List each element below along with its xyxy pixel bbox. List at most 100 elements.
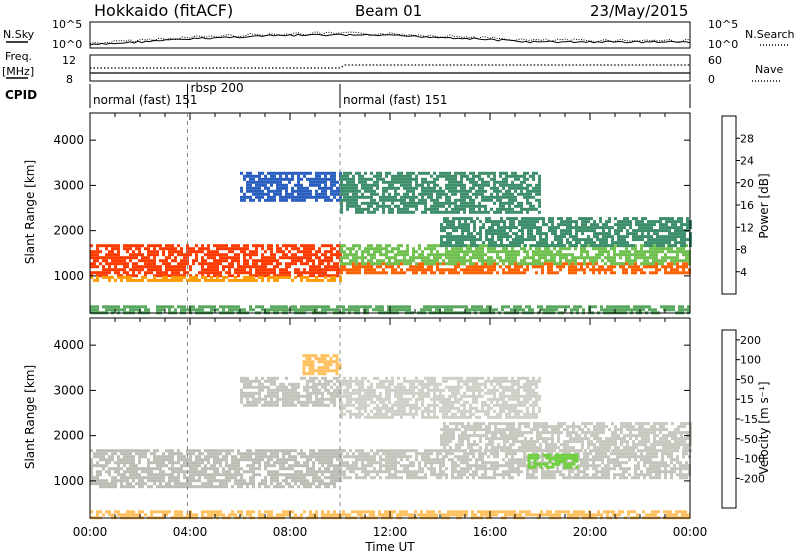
heatmap-cell <box>644 223 647 227</box>
heatmap-cell <box>433 253 436 257</box>
heatmap-cell <box>102 464 105 468</box>
heatmap-cell <box>520 265 523 269</box>
heatmap-cell <box>400 452 403 456</box>
heatmap-cell <box>294 171 297 175</box>
heatmap-cell <box>523 207 526 211</box>
heatmap-cell <box>333 171 336 175</box>
heatmap-cell <box>496 210 499 214</box>
heatmap-cell <box>279 271 282 275</box>
heatmap-cell <box>373 174 376 178</box>
heatmap-cell <box>415 256 418 260</box>
heatmap-cell <box>394 455 397 459</box>
heatmap-cell <box>198 473 201 477</box>
heatmap-cell <box>327 256 330 260</box>
heatmap-cell <box>276 305 279 309</box>
heatmap-cell <box>520 189 523 193</box>
heatmap-cell <box>454 171 457 175</box>
heatmap-cell <box>421 192 424 196</box>
heatmap-cell <box>482 241 485 245</box>
heatmap-cell <box>267 192 270 196</box>
heatmap-cell <box>364 180 367 184</box>
heatmap-cell <box>463 195 466 199</box>
heatmap-cell <box>445 473 448 477</box>
heatmap-cell <box>406 250 409 254</box>
heatmap-cell <box>267 198 270 202</box>
heatmap-cell <box>571 253 574 257</box>
heatmap-cell <box>120 458 123 462</box>
heatmap-cell <box>397 250 400 254</box>
heatmap-cell <box>385 247 388 251</box>
heatmap-cell <box>195 278 198 282</box>
heatmap-cell <box>168 458 171 462</box>
heatmap-cell <box>141 455 144 459</box>
heatmap-cell <box>219 256 222 260</box>
heatmap-cell <box>309 305 312 309</box>
heatmap-cell <box>454 256 457 260</box>
heatmap-cell <box>511 470 514 474</box>
heatmap-cell <box>243 278 246 282</box>
heatmap-cell <box>412 271 415 275</box>
heatmap-cell <box>198 455 201 459</box>
heatmap-cell <box>568 253 571 257</box>
heatmap-cell <box>580 253 583 257</box>
heatmap-cell <box>391 268 394 272</box>
heatmap-cell <box>478 271 481 275</box>
heatmap-cell <box>520 192 523 196</box>
heatmap-cell <box>439 461 442 465</box>
heatmap-cell <box>297 250 300 254</box>
heatmap-cell <box>505 259 508 263</box>
heatmap-cell <box>479 229 482 233</box>
heatmap-cell <box>279 262 282 266</box>
heatmap-cell <box>584 229 587 233</box>
heatmap-cell <box>288 180 291 184</box>
heatmap-cell <box>379 250 382 254</box>
heatmap-cell <box>497 244 500 248</box>
heatmap-cell <box>321 180 324 184</box>
heatmap-cell <box>514 259 517 263</box>
heatmap-cell <box>586 244 589 248</box>
heatmap-cell <box>267 485 270 489</box>
heatmap-cell <box>288 265 291 269</box>
heatmap-cell <box>520 180 523 184</box>
heatmap-cell <box>288 482 291 486</box>
heatmap-cell <box>514 268 517 272</box>
heatmap-cell <box>475 268 478 272</box>
heatmap-cell <box>180 268 183 272</box>
heatmap-cell <box>240 189 243 193</box>
heatmap-cell <box>445 467 448 471</box>
heatmap-cell <box>502 271 505 275</box>
heatmap-cell <box>412 473 415 477</box>
heatmap-cell <box>526 256 529 260</box>
heatmap-cell <box>132 244 135 248</box>
heatmap-cell <box>677 226 680 230</box>
heatmap-cell <box>270 183 273 187</box>
heatmap-cell <box>174 259 177 263</box>
heatmap-cell <box>105 464 108 468</box>
heatmap-cell <box>397 271 400 275</box>
heatmap-cell <box>291 479 294 483</box>
heatmap-cell <box>406 192 409 196</box>
heatmap-cell <box>481 177 484 181</box>
heatmap-cell <box>517 174 520 178</box>
heatmap-cell <box>294 449 297 453</box>
heatmap-cell <box>396 305 399 309</box>
heatmap-cell <box>276 308 279 312</box>
heatmap-cell <box>445 201 448 205</box>
heatmap-cell <box>361 201 364 205</box>
heatmap-cell <box>405 308 408 312</box>
heatmap-cell <box>647 226 650 230</box>
heatmap-cell <box>618 305 621 309</box>
heatmap-cell <box>617 235 620 239</box>
heatmap-cell <box>114 452 117 456</box>
heatmap-cell <box>524 226 527 230</box>
heatmap-cell <box>502 177 505 181</box>
heatmap-cell <box>361 256 364 260</box>
heatmap-cell <box>367 464 370 468</box>
heatmap-cell <box>165 458 168 462</box>
heatmap-cell <box>559 247 562 251</box>
heatmap-cell <box>499 259 502 263</box>
heatmap-cell <box>412 195 415 199</box>
heatmap-cell <box>273 177 276 181</box>
heatmap-cell <box>641 238 644 242</box>
heatmap-cell <box>382 210 385 214</box>
